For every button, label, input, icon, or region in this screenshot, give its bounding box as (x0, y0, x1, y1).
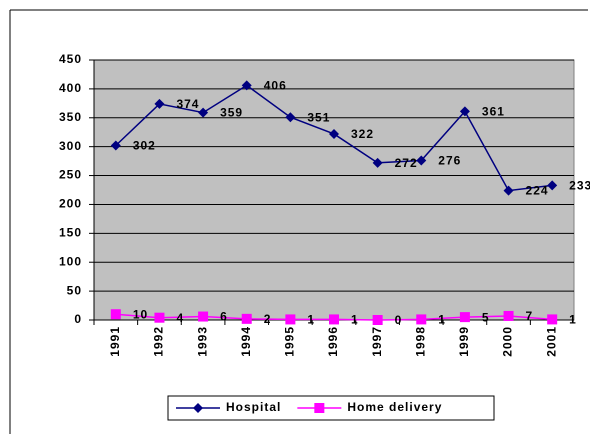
point (154, 312, 165, 323)
point (416, 314, 427, 325)
y-tick-label: 150 (59, 226, 82, 240)
x-tick-label: 1991 (108, 326, 122, 357)
data-label: 351 (307, 110, 330, 124)
point (285, 112, 296, 123)
data-label: 224 (526, 184, 549, 198)
x-tick-label: 2001 (544, 326, 558, 357)
point (241, 80, 252, 91)
x-tick-label: 1993 (195, 326, 209, 357)
point (154, 98, 165, 109)
plot-area (93, 59, 575, 321)
y-tick-label: 100 (59, 254, 82, 268)
y-tick-label: 350 (59, 110, 82, 124)
point (372, 315, 383, 325)
data-label: 233 (569, 179, 590, 193)
point (198, 311, 209, 322)
y-tick-label: 250 (59, 168, 82, 182)
point (547, 180, 558, 191)
data-label: 0 (395, 313, 403, 327)
data-label: 374 (176, 97, 199, 111)
point (285, 314, 296, 325)
data-label: 272 (395, 156, 418, 170)
x-tick-label: 1998 (413, 326, 427, 357)
data-label: 7 (526, 309, 534, 323)
point (459, 106, 470, 117)
data-label: 361 (482, 105, 505, 119)
point (329, 128, 339, 139)
legend-label: Hospital (226, 400, 281, 414)
data-label: 1 (351, 313, 359, 327)
x-tick-label: 1992 (152, 326, 166, 357)
point (503, 185, 514, 196)
y-tick-label: 300 (59, 139, 82, 153)
x-tick-label: 2000 (501, 326, 515, 357)
point (503, 310, 514, 321)
x-tick-label: 1995 (283, 326, 297, 357)
point (329, 314, 339, 325)
point (459, 312, 470, 323)
point (547, 314, 558, 325)
x-tick-label: 1997 (370, 326, 384, 357)
data-label: 406 (264, 79, 287, 93)
data-label: 6 (220, 310, 228, 324)
point (110, 309, 121, 320)
legend: Hospital Home delivery (167, 395, 495, 421)
x-tick-label: 1999 (457, 326, 471, 357)
data-label: 276 (438, 154, 461, 168)
x-tick-label: 1994 (239, 326, 253, 357)
y-tick-label: 200 (59, 197, 82, 211)
data-label: 1 (307, 313, 315, 327)
data-label: 4 (176, 311, 184, 325)
data-label: 5 (482, 310, 490, 324)
point (198, 107, 209, 118)
y-tick-label: 450 (59, 52, 82, 66)
data-label: 10 (133, 307, 148, 321)
point (193, 403, 203, 413)
data-label: 359 (220, 106, 243, 120)
point (416, 155, 427, 166)
y-tick-label: 0 (74, 312, 82, 326)
data-label: 1 (569, 313, 577, 327)
point (314, 403, 325, 413)
data-label: 2 (264, 312, 272, 326)
x-tick-label: 1996 (326, 326, 340, 357)
data-label: 302 (133, 139, 156, 153)
point (372, 157, 383, 168)
y-tick-label: 400 (59, 81, 82, 95)
data-label: 322 (351, 127, 374, 141)
point (241, 313, 252, 324)
y-tick-label: 50 (67, 283, 82, 297)
point (110, 140, 121, 151)
legend-label: Home delivery (347, 400, 442, 414)
data-label: 1 (438, 313, 446, 327)
